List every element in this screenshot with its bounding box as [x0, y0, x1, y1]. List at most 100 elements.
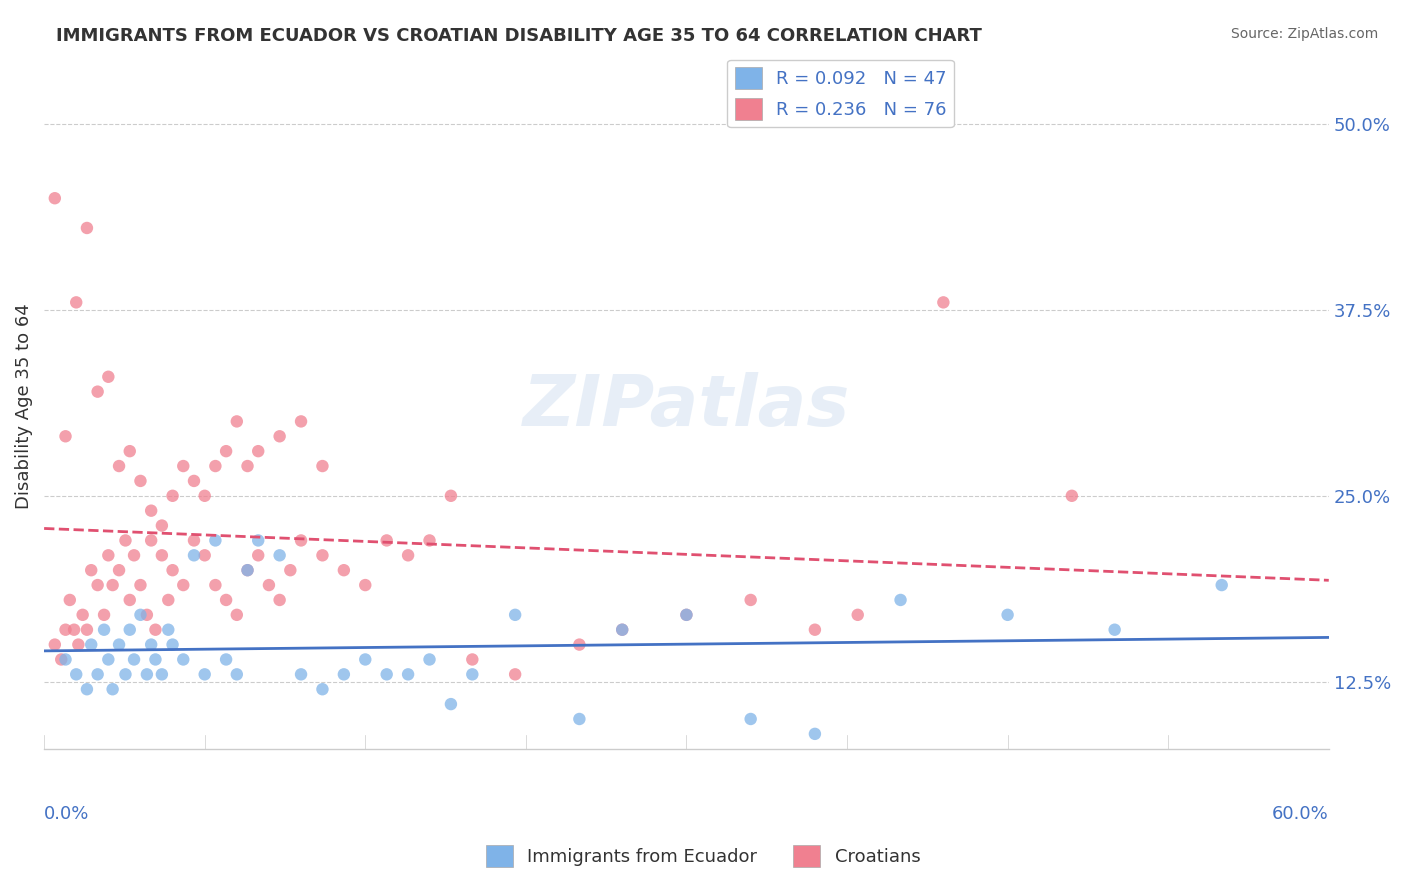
Point	[183, 549, 205, 563]
Point	[236, 458, 259, 473]
Text: ZIPatlas: ZIPatlas	[523, 372, 851, 441]
Point	[247, 533, 270, 548]
Point	[418, 533, 440, 548]
Point	[44, 638, 66, 652]
Point	[118, 444, 141, 458]
Point	[67, 638, 90, 652]
Point	[204, 533, 226, 548]
Point	[55, 429, 77, 443]
Point	[503, 607, 526, 622]
Point	[150, 518, 173, 533]
Point	[418, 652, 440, 666]
Point	[740, 712, 762, 726]
Point	[93, 607, 115, 622]
Point	[114, 667, 136, 681]
Point	[86, 667, 108, 681]
Point	[612, 623, 634, 637]
Point	[354, 578, 377, 592]
Legend: R = 0.092   N = 47, R = 0.236   N = 76: R = 0.092 N = 47, R = 0.236 N = 76	[727, 60, 953, 128]
Point	[97, 652, 120, 666]
Point	[76, 682, 98, 697]
Point	[122, 652, 145, 666]
Point	[290, 414, 312, 428]
Point	[204, 458, 226, 473]
Point	[333, 667, 356, 681]
Point	[612, 623, 634, 637]
Point	[97, 369, 120, 384]
Point	[225, 414, 247, 428]
Point	[65, 295, 87, 310]
Point	[162, 489, 184, 503]
Legend: Immigrants from Ecuador, Croatians: Immigrants from Ecuador, Croatians	[478, 838, 928, 874]
Point	[290, 667, 312, 681]
Point	[257, 578, 280, 592]
Point	[461, 652, 484, 666]
Point	[118, 623, 141, 637]
Point	[172, 652, 194, 666]
Point	[440, 697, 463, 711]
Point	[804, 727, 827, 741]
Point	[86, 578, 108, 592]
Point	[141, 504, 163, 518]
Point	[135, 607, 157, 622]
Point	[55, 623, 77, 637]
Point	[150, 667, 173, 681]
Point	[740, 593, 762, 607]
Point	[354, 652, 377, 666]
Point	[675, 607, 697, 622]
Point	[129, 607, 152, 622]
Point	[157, 593, 180, 607]
Point	[108, 563, 131, 577]
Point	[93, 623, 115, 637]
Point	[396, 667, 419, 681]
Point	[129, 474, 152, 488]
Point	[183, 474, 205, 488]
Point	[157, 623, 180, 637]
Point	[101, 682, 124, 697]
Text: 60.0%: 60.0%	[1272, 805, 1329, 823]
Point	[194, 489, 217, 503]
Point	[97, 549, 120, 563]
Point	[55, 652, 77, 666]
Point	[114, 533, 136, 548]
Point	[375, 533, 398, 548]
Point	[247, 444, 270, 458]
Point	[290, 533, 312, 548]
Point	[997, 607, 1019, 622]
Point	[278, 563, 301, 577]
Y-axis label: Disability Age 35 to 64: Disability Age 35 to 64	[15, 303, 32, 509]
Point	[311, 682, 333, 697]
Point	[59, 593, 82, 607]
Point	[118, 593, 141, 607]
Point	[804, 623, 827, 637]
Point	[145, 623, 167, 637]
Point	[108, 638, 131, 652]
Point	[225, 607, 247, 622]
Point	[225, 667, 247, 681]
Point	[80, 563, 103, 577]
Point	[215, 593, 238, 607]
Point	[80, 638, 103, 652]
Point	[846, 607, 869, 622]
Point	[461, 667, 484, 681]
Text: IMMIGRANTS FROM ECUADOR VS CROATIAN DISABILITY AGE 35 TO 64 CORRELATION CHART: IMMIGRANTS FROM ECUADOR VS CROATIAN DISA…	[56, 27, 983, 45]
Point	[396, 549, 419, 563]
Point	[72, 607, 94, 622]
Point	[76, 623, 98, 637]
Point	[162, 638, 184, 652]
Point	[269, 429, 291, 443]
Point	[129, 578, 152, 592]
Point	[269, 593, 291, 607]
Point	[269, 549, 291, 563]
Point	[236, 563, 259, 577]
Point	[568, 712, 591, 726]
Point	[440, 489, 463, 503]
Point	[1211, 578, 1233, 592]
Point	[63, 623, 86, 637]
Point	[141, 638, 163, 652]
Point	[194, 667, 217, 681]
Point	[675, 607, 697, 622]
Point	[122, 549, 145, 563]
Point	[333, 563, 356, 577]
Point	[247, 549, 270, 563]
